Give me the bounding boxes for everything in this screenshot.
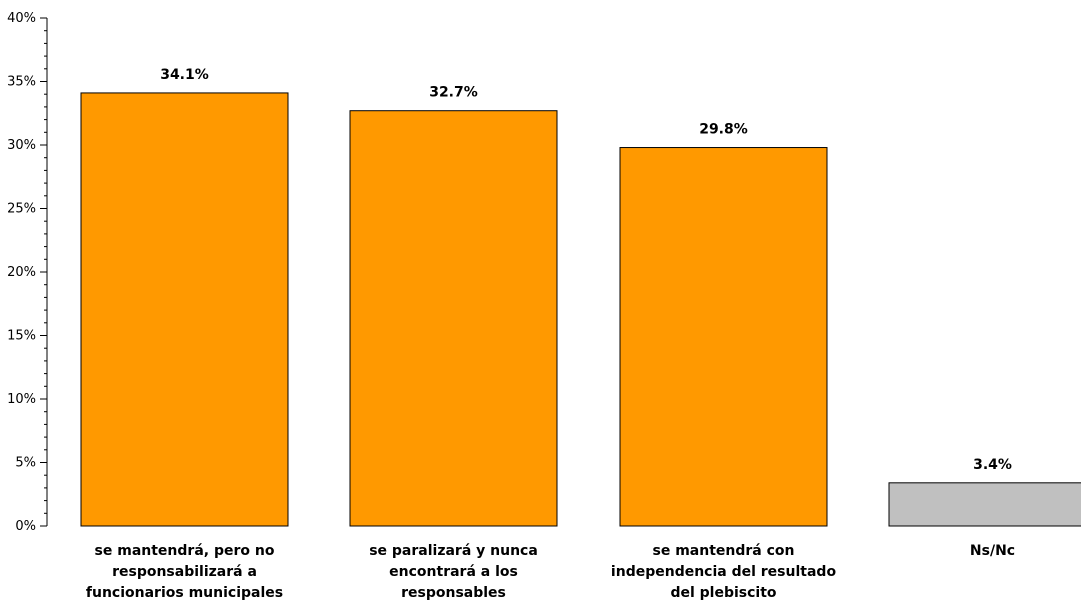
- data-label: 3.4%: [973, 457, 1012, 473]
- y-tick-label: 20%: [7, 265, 36, 280]
- data-labels: 34.1% 32.7% 29.8% 3.4%: [160, 67, 1012, 473]
- data-label: 32.7%: [429, 85, 478, 101]
- bar: [80, 92, 289, 527]
- y-tick-label: 5%: [15, 456, 36, 471]
- y-tick-label: 0%: [15, 519, 36, 534]
- category-label: responsabilizará a: [112, 564, 257, 580]
- y-tick-label: 30%: [7, 138, 36, 153]
- y-tick-label: 10%: [7, 392, 36, 407]
- y-tick-label: 15%: [7, 329, 36, 344]
- y-axis: 0% 5% 10% 15% 20% 25% 30% 35% 40%: [7, 11, 48, 534]
- y-tick-label: 25%: [7, 202, 36, 217]
- bar: [888, 482, 1081, 527]
- data-label: 29.8%: [699, 122, 748, 138]
- category-label: se mantendrá, pero no: [95, 543, 275, 559]
- category-labels: se mantendrá, pero no responsabilizará a f…: [86, 543, 1015, 601]
- category-label: independencia del resultado: [611, 564, 837, 580]
- y-tick-label: 35%: [7, 75, 36, 90]
- category-label: se paralizará y nunca: [369, 543, 538, 559]
- category-label: del plebiscito: [670, 585, 776, 601]
- category-label: encontrará a los: [389, 564, 518, 580]
- category-label: se mantendrá con: [653, 543, 795, 559]
- data-label: 34.1%: [160, 67, 209, 83]
- bar: [349, 110, 558, 527]
- bars: [80, 92, 1081, 527]
- category-label: Ns/Nc: [970, 543, 1015, 559]
- category-label: responsables: [401, 585, 506, 601]
- category-label: funcionarios municipales: [86, 585, 283, 601]
- y-tick-label: 40%: [7, 11, 36, 26]
- bar: [619, 147, 828, 527]
